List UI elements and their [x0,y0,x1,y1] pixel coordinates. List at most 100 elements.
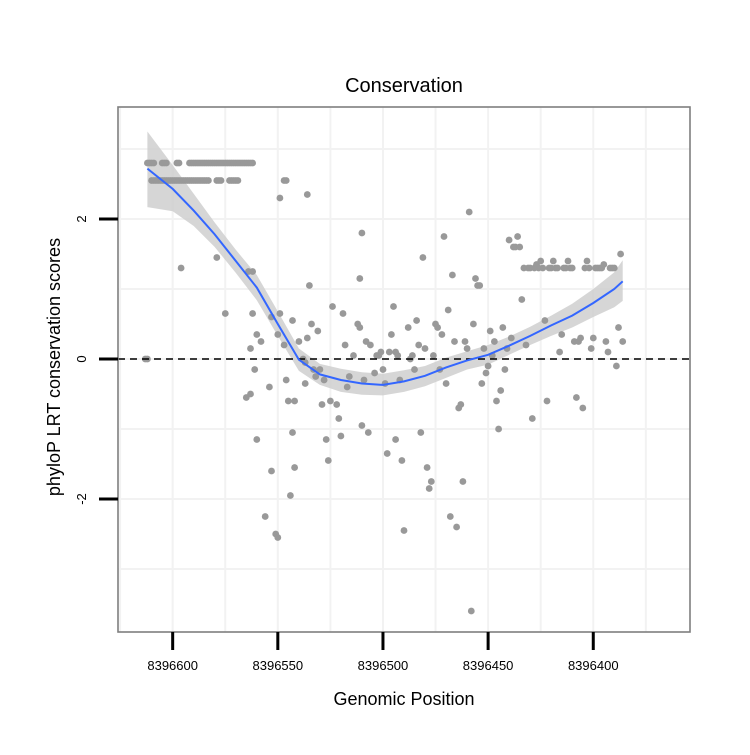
data-point [247,390,254,398]
data-point [411,366,418,373]
x-tick-label: 8396450 [463,658,514,673]
data-point [463,345,471,352]
data-point [385,348,393,356]
data-point [301,380,309,387]
data-point [537,257,545,265]
data-point [276,310,284,317]
data-point [554,264,561,272]
data-point [364,429,372,436]
data-point [261,513,269,520]
data-point [472,275,479,282]
data-point [345,373,353,380]
data-point [324,457,332,464]
data-point [602,338,610,345]
data-point [518,296,526,303]
data-point [371,369,378,377]
data-point [318,401,326,408]
data-point [316,366,324,373]
data-point [558,331,566,338]
data-point [175,159,183,167]
smooth-line-layer [146,167,624,386]
data-point [505,236,513,244]
data-point [150,159,158,167]
data-point [409,352,416,359]
data-point [234,177,242,184]
data-point [282,177,290,184]
data-point [495,425,502,433]
data-point [541,317,549,324]
data-point [427,478,435,485]
data-point [497,387,505,394]
data-point [476,282,484,289]
data-point [449,271,456,279]
data-point [392,436,399,443]
data-point [465,208,473,216]
data-point [457,401,465,408]
x-tick-label: 8396500 [358,658,409,673]
data-point [177,264,185,272]
data-point [600,261,608,268]
data-point [615,324,622,331]
data-point [287,492,294,499]
data-point [257,338,265,345]
x-tick-label: 8396400 [568,658,619,673]
data-point [425,485,433,492]
data-point [398,457,406,464]
data-point [329,303,336,310]
data-point [327,397,334,405]
data-point [314,327,322,335]
data-point [276,194,284,202]
data-point [423,464,431,471]
data-point [501,366,509,373]
data-point [289,429,296,436]
data-point [444,306,452,314]
data-point [268,467,275,475]
data-point [213,254,221,261]
data-point [308,320,315,328]
data-point [383,450,391,457]
data-point [440,233,448,240]
data-point [480,345,488,352]
data-point [350,352,357,359]
smooth-fit-line [146,167,624,386]
data-point [291,464,298,471]
data-point [619,338,627,345]
data-point [470,320,477,328]
data-point [312,373,320,380]
data-point [303,334,311,342]
data-point [613,362,620,370]
data-point [583,257,591,265]
data-point [282,376,290,384]
data-point [573,394,580,401]
data-point [274,331,282,338]
data-point [295,338,303,345]
data-point [360,376,368,384]
data-point [284,397,292,405]
data-point [438,331,446,338]
data-point [303,191,311,198]
data-point [507,334,515,342]
data-point [251,366,259,373]
data-point [356,275,364,282]
data-point [564,257,572,265]
data-point [274,534,282,541]
y-axis-title: phyloP LRT conservation scores [44,238,64,496]
data-point [415,341,423,349]
data-point [247,345,254,352]
data-point [568,264,576,272]
data-point [446,513,454,520]
y-tick-label: -2 [74,493,89,505]
y-tick-label: 0 [74,355,89,362]
data-point [253,331,261,338]
data-point [610,264,618,272]
data-point [249,310,256,317]
data-point [514,233,521,240]
data-point [322,436,330,443]
data-point [421,345,429,352]
data-point [253,436,261,443]
data-point [579,404,587,412]
data-point [335,415,343,422]
axes-layer: 8396600 8396550 8396500 8396450 8396400 -2 0 2 [74,106,691,673]
data-point [453,523,460,531]
data-point [358,422,366,429]
